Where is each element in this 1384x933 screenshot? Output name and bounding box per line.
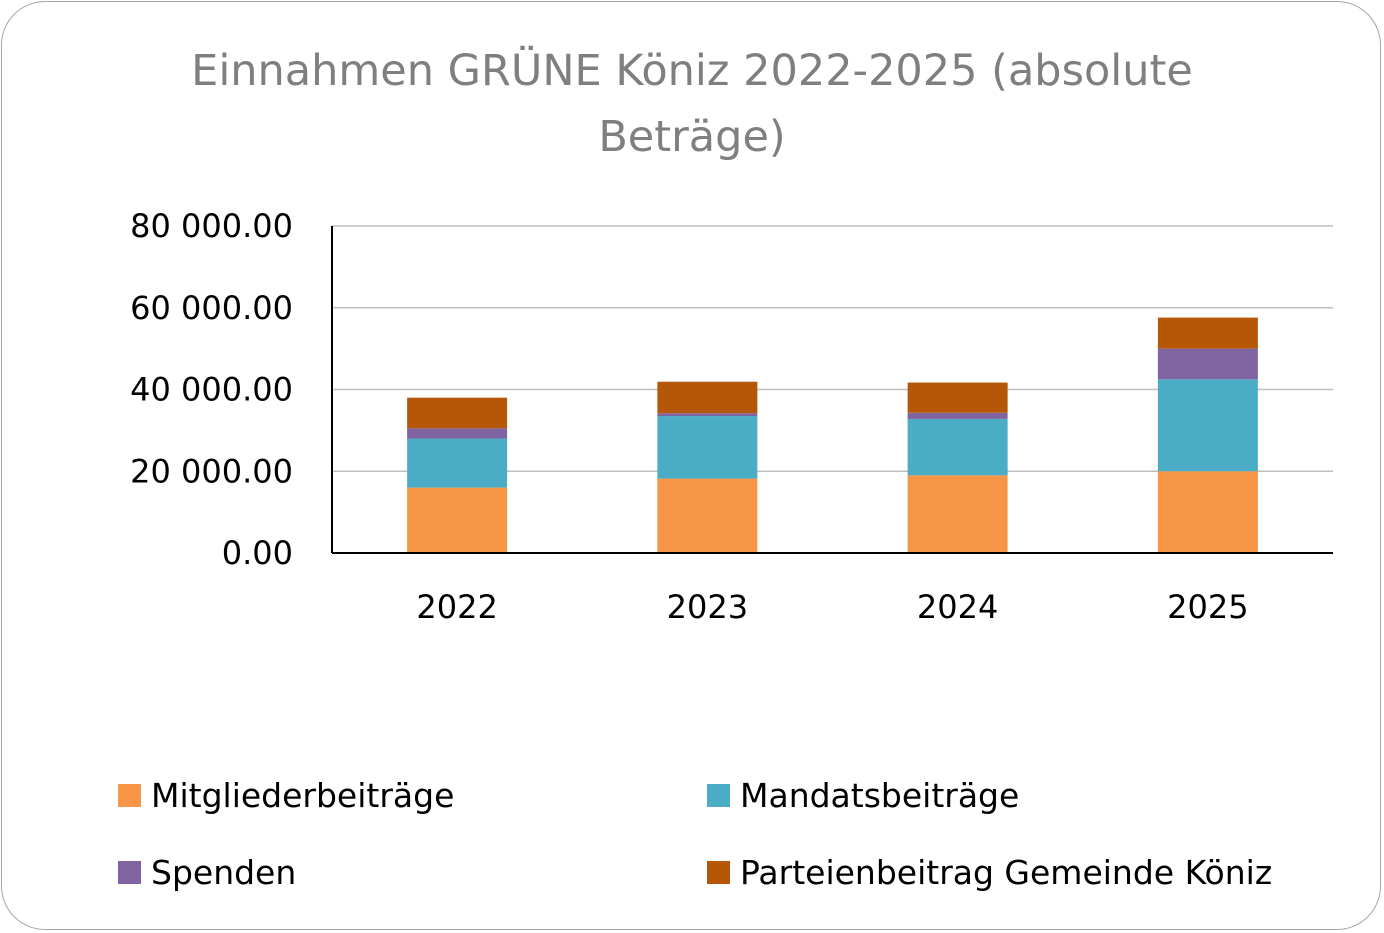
y-tick-label: 60 000.00 <box>130 289 293 327</box>
bar-2022-series-1 <box>407 438 508 488</box>
bar-2024-series-1 <box>907 418 1008 476</box>
bar-2022-series-3 <box>407 397 508 429</box>
bar-2025-series-0 <box>1157 471 1258 553</box>
y-tick-label: 40 000.00 <box>130 371 293 409</box>
x-tick-label: 2025 <box>1167 588 1248 626</box>
y-tick-label: 0.00 <box>222 534 293 572</box>
bar-2025-series-1 <box>1157 379 1258 472</box>
y-tick-label: 20 000.00 <box>130 452 293 490</box>
x-tick-label: 2024 <box>917 588 998 626</box>
bar-2023-series-3 <box>657 381 758 414</box>
bar-2024-series-0 <box>907 475 1008 553</box>
x-tick-label: 2022 <box>416 588 497 626</box>
bar-2024-series-2 <box>907 412 1008 419</box>
bar-2024-series-3 <box>907 382 1008 413</box>
bar-2022-series-0 <box>407 487 508 553</box>
y-tick-label: 80 000.00 <box>130 207 293 245</box>
x-tick-label: 2023 <box>667 588 748 626</box>
chart-title: Einnahmen GRÜNE Köniz 2022-2025 (absolut… <box>191 46 1193 162</box>
bar-2023-series-1 <box>657 416 758 479</box>
bar-2025-series-3 <box>1157 317 1258 349</box>
bar-2023-series-0 <box>657 478 758 553</box>
bar-2023-series-2 <box>657 413 758 417</box>
bar-2022-series-2 <box>407 428 508 439</box>
bar-2025-series-2 <box>1157 348 1258 380</box>
